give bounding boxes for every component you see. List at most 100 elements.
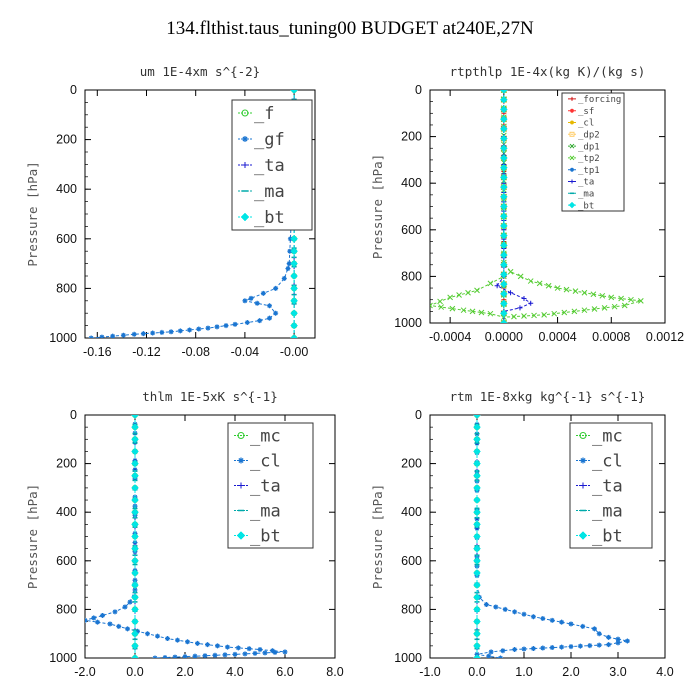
data-point bbox=[500, 212, 508, 221]
data-point bbox=[131, 569, 139, 577]
legend-label: _bt bbox=[254, 208, 285, 228]
data-point bbox=[473, 508, 481, 517]
data-point bbox=[500, 154, 508, 162]
y-tick-label: 200 bbox=[401, 457, 422, 471]
data-point bbox=[162, 655, 168, 658]
legend-item: _bt bbox=[238, 208, 285, 228]
x-tick-label: -0.08 bbox=[181, 345, 210, 359]
data-point bbox=[273, 285, 279, 291]
x-tick-label: 0.0 bbox=[126, 665, 143, 679]
y-tick-label: 400 bbox=[56, 505, 77, 519]
data-point bbox=[244, 320, 250, 325]
legend-marker bbox=[578, 531, 588, 540]
data-point bbox=[120, 332, 126, 338]
data-point bbox=[596, 631, 602, 637]
data-point bbox=[551, 310, 558, 317]
data-point bbox=[517, 305, 523, 311]
legend-marker bbox=[568, 201, 576, 209]
legend-item: _f bbox=[238, 104, 274, 124]
x-tick-label: 1.0 bbox=[515, 665, 532, 679]
data-point bbox=[140, 331, 146, 337]
data-point bbox=[500, 134, 508, 143]
data-point bbox=[290, 247, 298, 256]
legend-item: _cl bbox=[576, 451, 623, 471]
data-point bbox=[131, 415, 139, 419]
data-point bbox=[127, 599, 133, 605]
data-point bbox=[618, 295, 624, 302]
data-point bbox=[437, 298, 443, 305]
data-point bbox=[456, 292, 462, 298]
data-point bbox=[521, 296, 527, 302]
data-point bbox=[473, 544, 481, 553]
data-point bbox=[131, 617, 139, 626]
legend-item: _ta bbox=[568, 178, 594, 188]
data-point bbox=[246, 646, 252, 652]
data-point bbox=[99, 334, 105, 338]
x-tick-label: -0.16 bbox=[83, 345, 112, 359]
x-tick-label: 4.0 bbox=[656, 665, 673, 679]
legend-label: _cl bbox=[592, 451, 623, 471]
plot-area bbox=[473, 415, 630, 658]
data-point bbox=[273, 310, 279, 316]
data-point bbox=[205, 642, 210, 648]
x-tick-label: 6.0 bbox=[276, 665, 293, 679]
legend-item: _sf bbox=[568, 107, 594, 117]
data-point bbox=[465, 289, 471, 296]
data-point bbox=[473, 435, 481, 444]
legend-marker bbox=[569, 155, 575, 161]
legend-label: _ta bbox=[250, 476, 281, 496]
data-point bbox=[473, 581, 481, 589]
data-point bbox=[601, 305, 608, 311]
data-point bbox=[91, 615, 97, 621]
data-point bbox=[100, 612, 105, 618]
data-point bbox=[187, 327, 193, 333]
y-tick-label: 1000 bbox=[394, 651, 422, 665]
x-tick-label: 0.0 bbox=[468, 665, 485, 679]
data-point bbox=[145, 631, 150, 637]
data-point bbox=[559, 644, 565, 650]
x-tick-label: 0.0012 bbox=[646, 330, 684, 344]
legend-label: _bt bbox=[250, 526, 281, 546]
data-point bbox=[500, 309, 508, 318]
legend-label: _bt bbox=[592, 526, 623, 546]
data-point bbox=[628, 296, 634, 303]
y-tick-label: 1000 bbox=[49, 331, 77, 345]
data-point bbox=[473, 532, 481, 541]
data-point bbox=[473, 423, 481, 432]
data-point bbox=[131, 423, 139, 432]
y-tick-label: 0 bbox=[415, 408, 422, 422]
data-point bbox=[131, 532, 139, 541]
data-point bbox=[248, 295, 254, 301]
data-point bbox=[483, 602, 489, 608]
data-point bbox=[530, 614, 536, 620]
data-point bbox=[473, 629, 481, 638]
data-point bbox=[540, 645, 546, 651]
data-point bbox=[438, 304, 445, 310]
legend-label: _cl bbox=[578, 119, 594, 129]
data-point bbox=[469, 308, 476, 315]
legend-item: _ta bbox=[234, 476, 281, 496]
legend-marker bbox=[242, 162, 248, 168]
legend-item: _ta bbox=[238, 156, 285, 176]
y-tick-label: 400 bbox=[401, 505, 422, 519]
data-point bbox=[615, 640, 621, 646]
data-point bbox=[577, 643, 583, 649]
y-tick-label: 400 bbox=[401, 176, 422, 190]
y-tick-label: 0 bbox=[70, 83, 77, 97]
legend-marker bbox=[570, 120, 574, 125]
legend-item: _dp1 bbox=[568, 142, 600, 152]
legend-item: _bt bbox=[576, 526, 623, 546]
data-point bbox=[257, 646, 263, 652]
y-tick-label: 800 bbox=[401, 269, 422, 283]
plot-area bbox=[85, 415, 288, 658]
series-bt bbox=[473, 415, 481, 658]
data-point bbox=[568, 621, 574, 627]
data-point bbox=[512, 646, 518, 652]
data-point bbox=[500, 222, 508, 230]
data-point bbox=[290, 321, 298, 330]
legend-item: _tp1 bbox=[568, 166, 600, 176]
data-point bbox=[473, 520, 481, 529]
data-point bbox=[500, 95, 508, 104]
y-tick-label: 600 bbox=[401, 223, 422, 237]
